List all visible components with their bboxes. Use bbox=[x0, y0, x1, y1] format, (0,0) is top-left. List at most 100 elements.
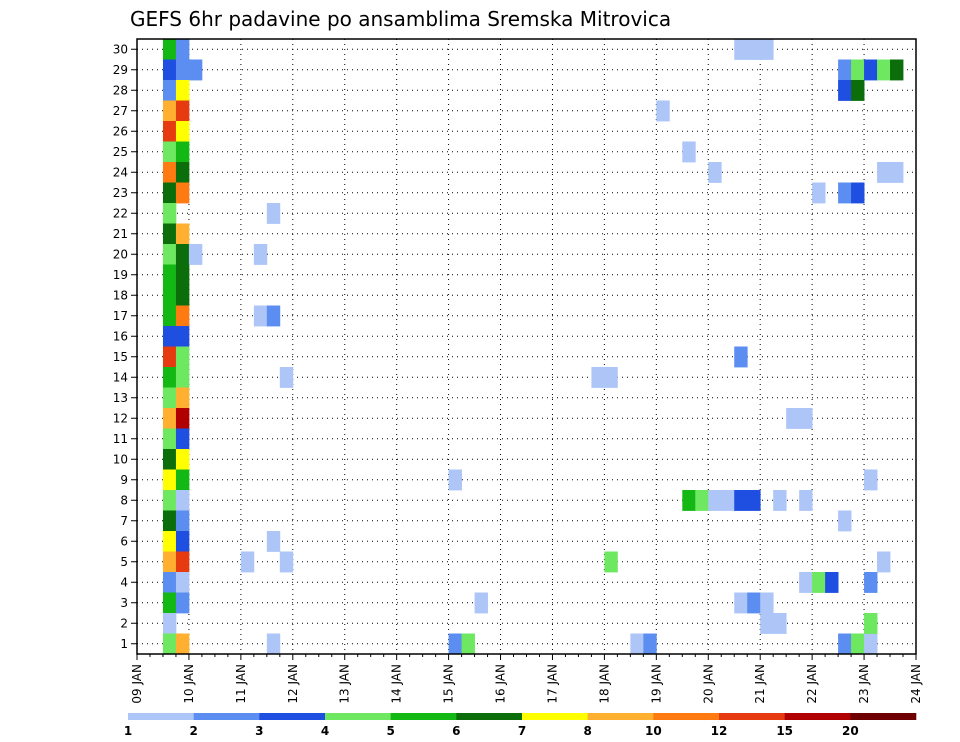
x-axis: 09 JAN 10 JAN 11 JAN 12 JAN 13 JAN 14 JAN 15 J… bbox=[130, 654, 923, 704]
precip-cell bbox=[162, 613, 177, 634]
precip-cell bbox=[851, 182, 865, 204]
precip-cell bbox=[760, 613, 774, 634]
colorbar-swatch bbox=[587, 713, 654, 720]
x-tick-label: 09 JAN bbox=[130, 664, 144, 704]
x-tick-label: 16 JAN bbox=[494, 664, 508, 704]
y-tick-label: 9 bbox=[120, 473, 128, 487]
precip-cell bbox=[760, 592, 774, 614]
precip-cell bbox=[175, 121, 190, 142]
precip-cell bbox=[162, 100, 177, 122]
precip-cell bbox=[175, 572, 190, 593]
y-tick-label: 14 bbox=[113, 370, 128, 384]
x-tick-label: 12 JAN bbox=[286, 664, 300, 704]
precip-cell bbox=[279, 367, 294, 388]
precip-cell bbox=[266, 633, 281, 655]
colorbar-label: 1 bbox=[124, 724, 132, 738]
x-tick-label: 22 JAN bbox=[805, 664, 819, 704]
colorbar-swatch bbox=[784, 713, 851, 720]
precip-cell bbox=[747, 592, 761, 614]
chart-title: GEFS 6hr padavine po ansamblima Sremska … bbox=[130, 7, 671, 31]
precip-cell bbox=[890, 162, 904, 183]
colorbar-swatch bbox=[522, 713, 588, 720]
precip-cell bbox=[864, 633, 878, 655]
precip-cell bbox=[162, 203, 177, 224]
precip-cell bbox=[162, 59, 177, 81]
y-tick-label: 22 bbox=[113, 206, 128, 220]
precip-cell bbox=[812, 182, 826, 204]
precip-cell bbox=[890, 59, 904, 81]
precip-cell bbox=[721, 490, 735, 511]
precip-cell bbox=[162, 572, 177, 593]
x-tick-label: 17 JAN bbox=[545, 664, 559, 704]
precip-cell bbox=[643, 633, 657, 655]
precip-cell bbox=[734, 592, 748, 614]
y-tick-label: 2 bbox=[120, 616, 128, 630]
precip-cell bbox=[760, 39, 774, 60]
precip-cell bbox=[162, 510, 177, 532]
y-tick-label: 29 bbox=[113, 63, 128, 77]
precip-cell bbox=[175, 346, 190, 368]
colorbar-swatch bbox=[193, 713, 260, 720]
precip-cell bbox=[162, 121, 177, 142]
heatmap-cells bbox=[162, 39, 904, 655]
precip-cell bbox=[175, 182, 190, 204]
precip-cell bbox=[175, 80, 190, 101]
colorbar-label: 4 bbox=[321, 724, 329, 738]
precip-cell bbox=[695, 490, 709, 511]
precip-cell bbox=[734, 490, 748, 511]
x-tick-label: 10 JAN bbox=[182, 664, 196, 704]
precip-cell bbox=[162, 531, 177, 552]
precip-cell bbox=[825, 572, 839, 593]
precip-cell bbox=[175, 162, 190, 183]
colorbar-label: 8 bbox=[583, 724, 591, 738]
y-tick-label: 28 bbox=[113, 83, 128, 97]
precip-cell bbox=[877, 551, 891, 573]
precip-cell bbox=[838, 59, 852, 81]
precip-cell bbox=[175, 633, 190, 655]
y-tick-label: 20 bbox=[113, 247, 128, 261]
precip-cell bbox=[786, 408, 800, 429]
precip-cell bbox=[175, 408, 190, 429]
precip-cell bbox=[175, 141, 190, 163]
precip-cell bbox=[162, 80, 177, 101]
colorbar-swatch bbox=[128, 713, 194, 720]
colorbar-swatch bbox=[390, 713, 457, 720]
precip-cell bbox=[448, 633, 462, 655]
precip-cell bbox=[162, 449, 177, 470]
precip-cell bbox=[877, 59, 891, 81]
colorbar-legend: 1 2 3 4 5 6 7 8 10 12 15 20 bbox=[124, 713, 917, 738]
precip-cell bbox=[799, 408, 813, 429]
x-tick-label: 23 JAN bbox=[857, 664, 871, 704]
precip-cell bbox=[266, 305, 281, 327]
y-tick-label: 23 bbox=[113, 186, 128, 200]
precip-cell bbox=[188, 244, 203, 265]
precip-cell bbox=[799, 490, 813, 511]
precip-cell bbox=[266, 203, 281, 224]
precip-cell bbox=[162, 428, 177, 450]
y-tick-label: 1 bbox=[120, 637, 128, 651]
colorbar-swatch bbox=[653, 713, 720, 720]
colorbar-label: 6 bbox=[452, 724, 460, 738]
colorbar-label: 3 bbox=[255, 724, 263, 738]
x-tick-label: 21 JAN bbox=[753, 664, 767, 704]
precip-cell bbox=[175, 531, 190, 552]
colorbar-label: 10 bbox=[645, 724, 662, 738]
precip-cell bbox=[591, 367, 605, 388]
precip-cell bbox=[162, 387, 177, 409]
y-tick-label: 17 bbox=[113, 309, 128, 323]
precip-cell bbox=[682, 490, 696, 511]
precip-cell bbox=[162, 264, 177, 286]
colorbar-swatch bbox=[850, 713, 917, 720]
precip-cell bbox=[162, 39, 177, 60]
precip-cell bbox=[604, 551, 618, 573]
precip-cell bbox=[162, 162, 177, 183]
y-axis: 1234567891011121314151617181920212223242… bbox=[113, 42, 137, 651]
precip-cell bbox=[175, 264, 190, 286]
precip-cell bbox=[279, 551, 294, 573]
precip-cell bbox=[162, 551, 177, 573]
y-tick-label: 7 bbox=[120, 514, 128, 528]
y-tick-label: 13 bbox=[113, 391, 128, 405]
precip-cell bbox=[162, 244, 177, 265]
precip-cell bbox=[851, 59, 865, 81]
